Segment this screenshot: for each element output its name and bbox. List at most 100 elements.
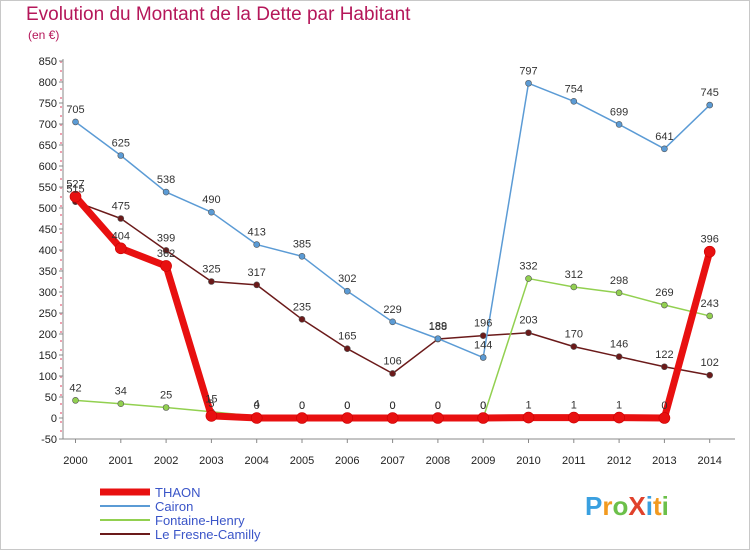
y-tick-label: 450 [39,224,57,236]
y-tick-label: 50 [45,392,57,404]
data-point [341,412,354,424]
y-tick-label: 250 [39,308,57,320]
data-point [117,215,125,222]
data-point [479,332,487,339]
data-label: 385 [293,238,311,250]
data-point [162,188,170,196]
x-tick-label: 2000 [63,455,87,467]
data-point [72,118,79,126]
data-label: 705 [66,104,84,116]
data-label: 490 [202,194,220,206]
y-tick-label: -50 [41,434,57,446]
data-label: 538 [157,174,175,186]
x-tick-label: 2012 [607,455,631,467]
data-label: 243 [701,298,719,310]
data-point [205,410,218,422]
data-point [208,208,215,216]
data-label: 797 [519,65,537,77]
data-point [208,278,215,285]
data-label: 1 [616,400,622,412]
data-label: 42 [69,382,81,394]
data-label: 0 [299,400,305,412]
series-line [74,82,711,359]
data-point [706,312,714,320]
data-point [298,252,306,260]
data-label: 144 [474,340,492,352]
x-tick-label: 2010 [516,455,540,467]
x-tick-label: 2014 [697,455,721,467]
x-tick-label: 2009 [471,455,495,467]
data-label: 302 [338,273,356,285]
data-point [522,411,535,424]
y-tick-label: 100 [39,371,57,383]
data-label: 399 [157,232,175,244]
data-label: 625 [112,138,130,150]
data-point [570,98,578,105]
data-label: 0 [254,400,260,412]
data-label: 4 [254,398,260,410]
data-point [250,412,263,424]
data-label: 332 [519,261,537,273]
data-label: 325 [202,264,220,276]
data-point [389,370,396,377]
data-label: 25 [160,390,172,402]
y-tick-label: 150 [39,350,57,362]
data-point [115,242,127,255]
data-label: 188 [429,321,447,333]
data-point [525,275,532,282]
data-point [117,400,125,408]
y-tick-label: 300 [39,287,57,299]
data-label: 312 [565,269,583,281]
data-point [389,318,396,326]
data-label: 298 [610,275,628,287]
x-tick-label: 2004 [244,455,268,467]
data-label: 396 [701,234,719,246]
data-point [160,260,172,272]
data-label: 0 [390,400,396,412]
unit-label: (en €) [28,28,60,42]
data-label: 0 [435,400,441,412]
data-point [479,354,487,361]
data-label: 229 [383,304,401,316]
data-label: 203 [519,315,537,327]
data-label: 362 [157,248,175,260]
data-point [570,283,578,291]
x-tick-label: 2001 [109,455,133,467]
data-label: 15 [205,394,217,406]
data-label: 413 [248,227,266,239]
data-point [434,335,442,342]
data-label: 745 [701,87,719,99]
data-label: 146 [610,339,628,351]
data-point [615,289,623,297]
data-label: 699 [610,106,628,118]
x-tick-label: 2007 [380,455,404,467]
data-point [432,412,444,424]
data-label: 404 [112,230,130,242]
logo-letter: i [662,491,669,521]
data-point [525,79,532,87]
y-tick-label: 500 [39,203,57,215]
data-label: 641 [655,131,673,143]
data-label: 0 [480,400,486,412]
logo-letter: o [612,491,628,521]
logo-letter: X [628,491,646,521]
data-label: 0 [661,400,667,412]
data-point [703,245,716,258]
data-point [69,190,82,203]
y-tick-label: 850 [39,56,57,68]
data-label: 527 [66,179,84,191]
data-label: 189 [429,321,447,333]
y-tick-label: 750 [39,98,57,110]
y-tick-label: 350 [39,266,57,278]
y-tick-label: 400 [39,245,57,257]
y-tick-label: 550 [39,182,57,194]
y-tick-label: 0 [51,413,57,425]
data-point [661,363,668,371]
data-point [706,371,714,379]
data-point [343,345,351,353]
logo-letter: i [646,491,653,521]
y-tick-label: 200 [39,329,57,341]
data-label: 475 [112,201,130,213]
data-label: 165 [338,331,356,343]
